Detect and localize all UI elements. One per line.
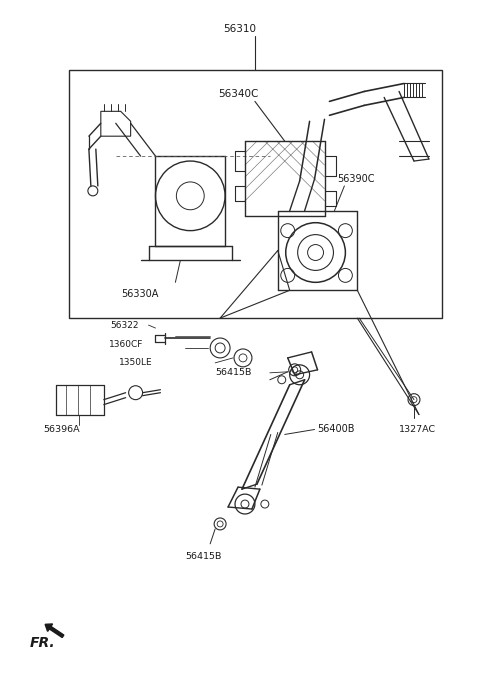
Text: 56340C: 56340C: [218, 89, 259, 99]
Text: 56390C: 56390C: [337, 174, 375, 184]
Text: 56330A: 56330A: [120, 289, 158, 299]
Text: 56396A: 56396A: [43, 425, 80, 434]
Text: 56310: 56310: [224, 24, 256, 34]
Text: FR.: FR.: [29, 636, 55, 650]
Bar: [69, 69, 442, 318]
FancyArrow shape: [45, 624, 64, 637]
Text: 56322: 56322: [111, 321, 139, 330]
Text: 56400B: 56400B: [318, 424, 355, 434]
Text: 56415B: 56415B: [215, 368, 252, 377]
Text: 56415B: 56415B: [185, 552, 222, 561]
Text: 1360CF: 1360CF: [109, 340, 143, 349]
Text: 1350LE: 1350LE: [119, 358, 152, 367]
Text: 1327AC: 1327AC: [399, 425, 436, 434]
